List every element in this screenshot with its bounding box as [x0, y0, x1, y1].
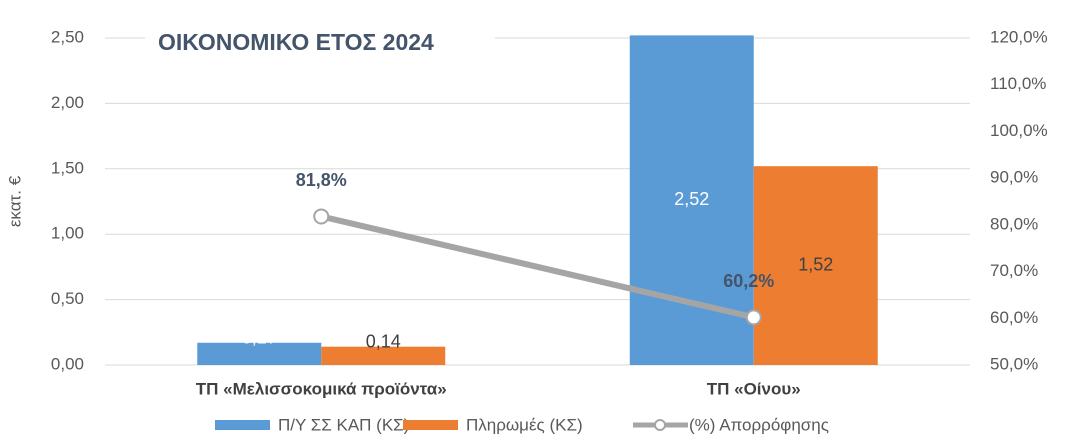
- y2-tick-label: 60,0%: [990, 308, 1038, 327]
- legend-swatch: [403, 420, 458, 430]
- bar-value-label: 2,52: [674, 189, 709, 209]
- y2-tick-label: 50,0%: [990, 354, 1038, 373]
- legend-label: Π/Υ ΣΣ ΚΑΠ (ΚΣ): [278, 415, 409, 434]
- bar: [753, 166, 878, 365]
- y-tick-label: 0,00: [51, 354, 84, 373]
- y2-tick-label: 70,0%: [990, 261, 1038, 280]
- title-background: [145, 22, 495, 64]
- bar-value-label: 0,14: [366, 331, 401, 351]
- y-tick-label: 2,00: [51, 93, 84, 112]
- y-axis-label: εκατ. €: [5, 175, 24, 227]
- y2-tick-label: 80,0%: [990, 214, 1038, 233]
- line-marker: [745, 309, 762, 326]
- y-tick-label: 1,50: [51, 158, 84, 177]
- legend-swatch: [215, 420, 270, 430]
- chart-title: ΟΙΚΟΝΟΜΙΚΟ ΕΤΟΣ 2024: [158, 29, 434, 55]
- legend-label: (%) Απορρόφησης: [689, 415, 829, 434]
- bar-value-label: 0,17: [242, 328, 277, 348]
- y-tick-label: 2,50: [51, 27, 84, 46]
- legend-label: Πληρωμές (ΚΣ): [466, 415, 583, 434]
- y2-tick-label: 120,0%: [990, 27, 1048, 46]
- line-value-label: 60,2%: [723, 271, 774, 291]
- x-tick-label: ΤΠ «Μελισσοκομικά προϊόντα»: [196, 379, 447, 398]
- bar: [197, 342, 322, 365]
- x-tick-label: ΤΠ «Οίνου»: [707, 379, 801, 398]
- y-tick-label: 0,50: [51, 289, 84, 308]
- y2-tick-label: 90,0%: [990, 168, 1038, 187]
- line-marker: [313, 208, 330, 225]
- y2-tick-label: 110,0%: [990, 74, 1046, 93]
- legend-swatch-marker: [654, 419, 666, 431]
- line: [320, 213, 755, 321]
- y-tick-label: 1,00: [51, 224, 84, 243]
- bar-value-label: 1,52: [798, 254, 833, 274]
- line-value-label: 81,8%: [296, 170, 347, 190]
- bar: [321, 346, 446, 365]
- y2-tick-label: 100,0%: [990, 121, 1048, 140]
